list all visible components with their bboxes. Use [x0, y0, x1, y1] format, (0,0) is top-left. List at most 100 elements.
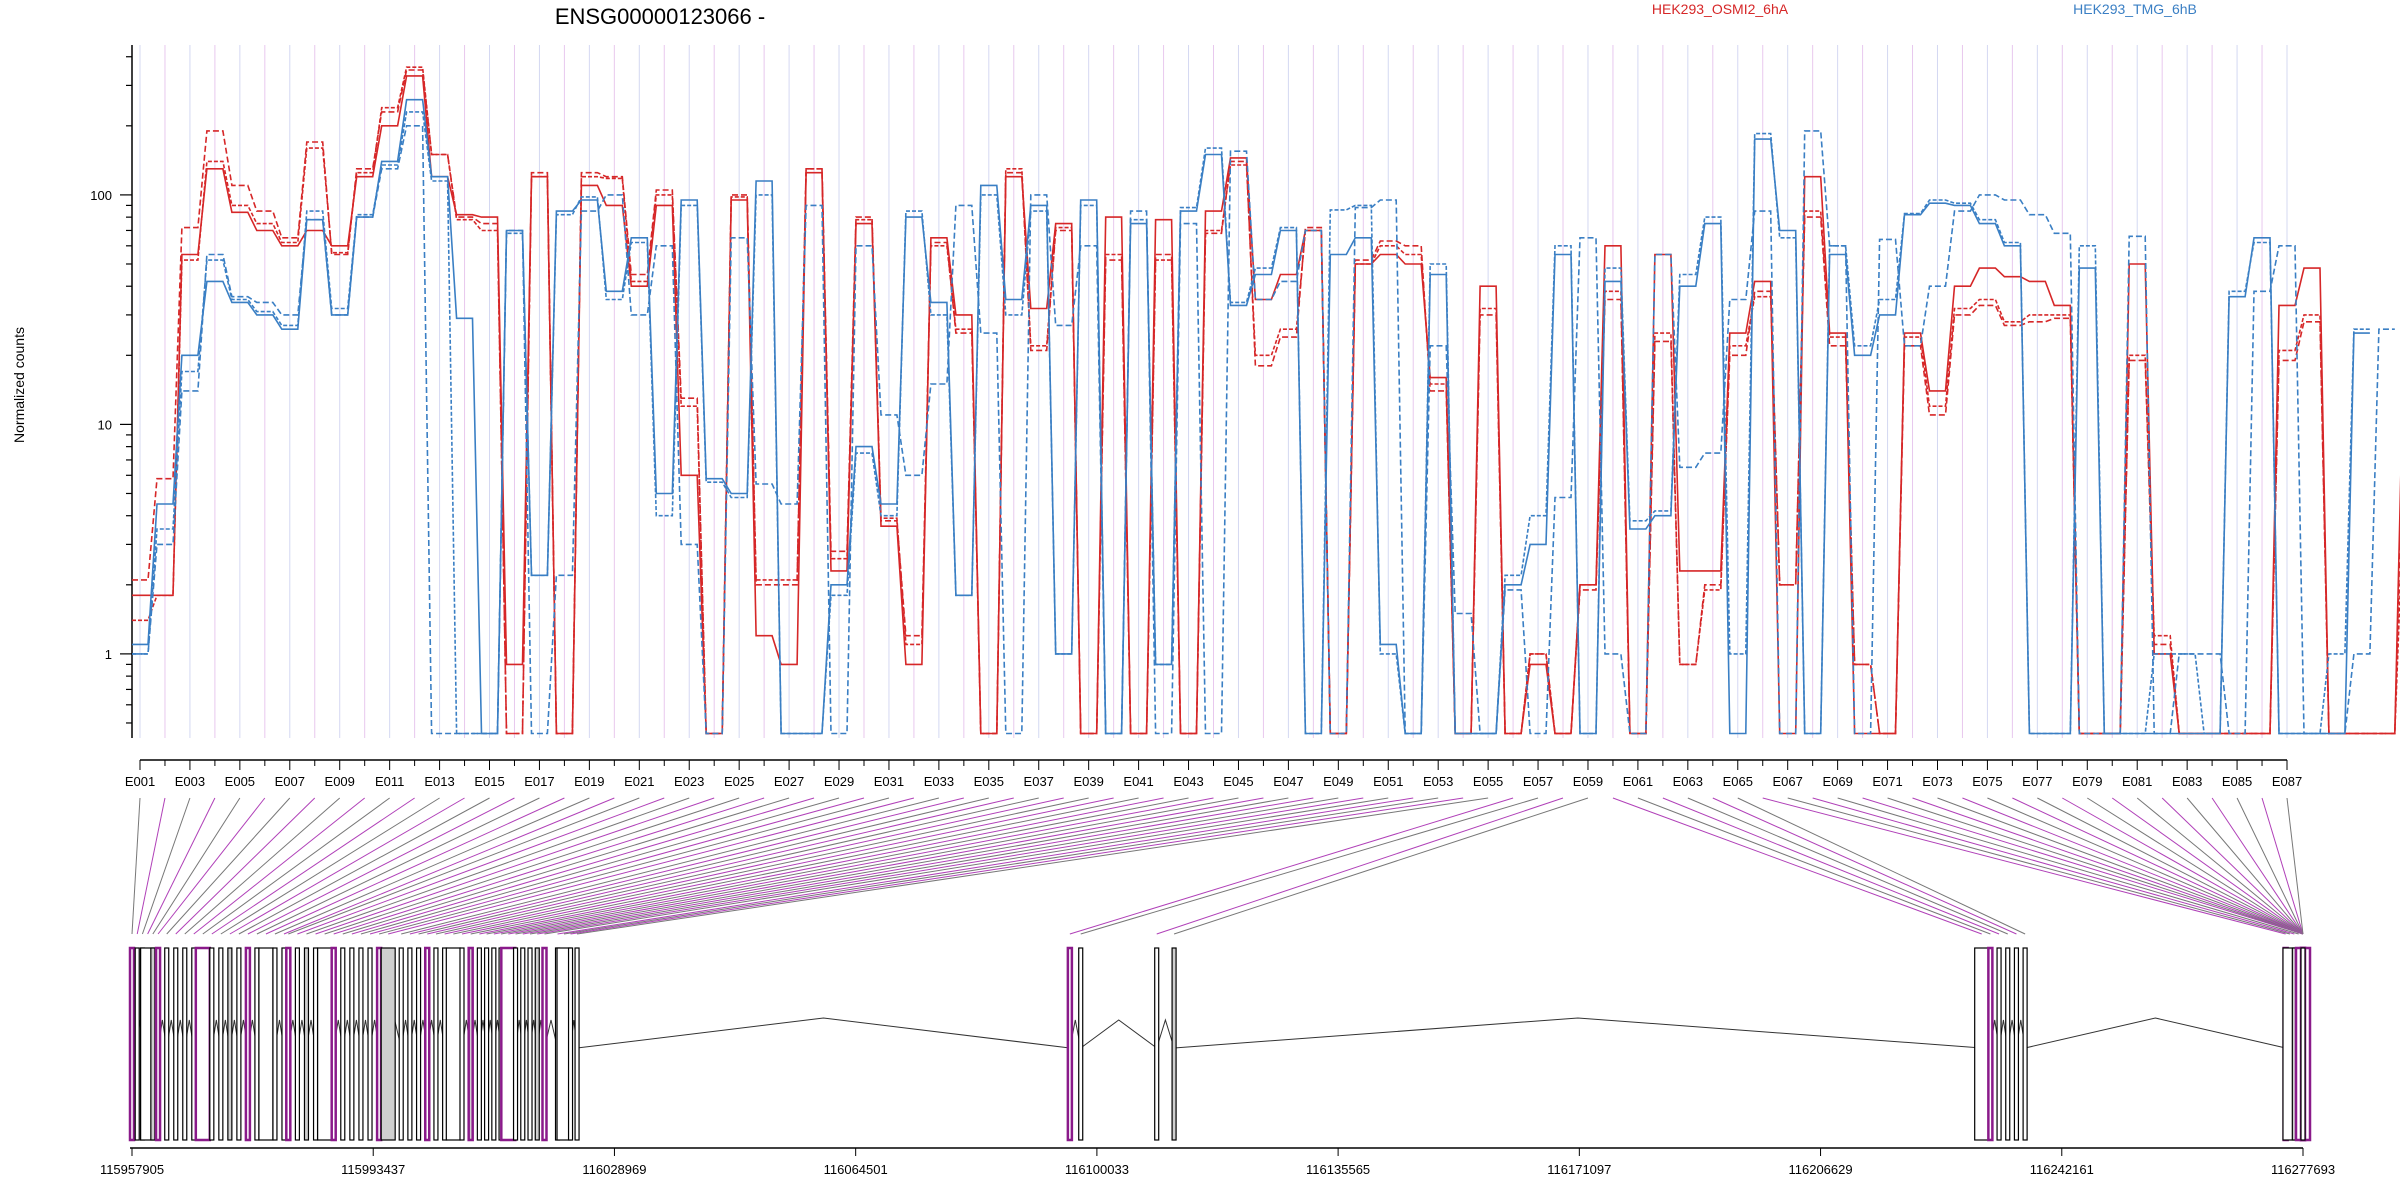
- genomic-tick-label: 116028969: [582, 1162, 646, 1177]
- exon-connector: [136, 797, 166, 935]
- exon-tick-label: E063: [1673, 774, 1703, 789]
- series-line: [132, 66, 2400, 735]
- exon-connector: [369, 797, 865, 935]
- exon-connector: [147, 797, 216, 935]
- exon-box: [218, 947, 224, 1141]
- exon-box: [574, 947, 580, 1141]
- exon-box: [209, 947, 215, 1141]
- exon-box: [398, 947, 404, 1141]
- exon-box: [2300, 947, 2306, 1141]
- exon-box: [134, 947, 140, 1141]
- exon-connector: [306, 797, 690, 935]
- y-tick-label: 10: [98, 417, 112, 432]
- exon-tick-label: E011: [375, 774, 404, 789]
- exon-tick-label: E059: [1573, 774, 1603, 789]
- exon-box: [194, 946, 212, 1142]
- exon-connector: [1637, 797, 1991, 935]
- series-line: [132, 111, 2370, 735]
- series-lines: [132, 66, 2400, 735]
- exon-tick-label: E077: [2022, 774, 2052, 789]
- intron-line: [2024, 1017, 2286, 1049]
- exon-connector: [202, 797, 390, 935]
- exon-connector: [444, 797, 1064, 935]
- exon-box: [424, 946, 431, 1142]
- exon-connector: [401, 797, 940, 935]
- exon-tick-label: E025: [724, 774, 754, 789]
- exon-connector: [193, 797, 365, 935]
- exon-axis-ticks: E001 E003 E005 E007 E009 E011 E013 E015 E017 E019…: [125, 760, 2302, 789]
- exon-connector: [529, 797, 1339, 935]
- exon-box: [254, 947, 260, 1141]
- exon-tick-label: E067: [1773, 774, 1803, 789]
- y-tick-label: 100: [90, 188, 112, 203]
- exon-connector: [500, 797, 1239, 935]
- exon-connector: [1173, 797, 1589, 935]
- exon-tick-label: E039: [1073, 774, 1103, 789]
- exon-connector: [418, 797, 989, 935]
- exon-connector: [537, 797, 1364, 935]
- exon-box: [150, 947, 156, 1141]
- exon-box: [527, 947, 533, 1141]
- exon-connector: [342, 797, 790, 935]
- exon-connector: [1612, 797, 1982, 935]
- exon-box: [1171, 947, 1177, 1141]
- exon-connector: [2136, 797, 2304, 935]
- exon-connector: [515, 797, 1289, 935]
- exon-connector: [152, 797, 241, 935]
- exon-box: [1987, 946, 1994, 1142]
- exon-tick-label: E035: [974, 774, 1004, 789]
- exon-connector: [1662, 797, 2000, 935]
- exon-box: [340, 947, 346, 1141]
- exon-connector: [1080, 797, 1539, 935]
- exon-connector: [409, 797, 964, 935]
- exon-tick-label: E061: [1623, 774, 1653, 789]
- genomic-axis-ticks: 115957905 115993437 116028969 116064501 1161…: [100, 1148, 2335, 1177]
- exon-box: [164, 947, 170, 1141]
- genomic-tick-label: 116242161: [2030, 1162, 2094, 1177]
- exon-box: [476, 947, 482, 1141]
- exon-box: [415, 947, 422, 1141]
- exon-tick-label: E053: [1423, 774, 1453, 789]
- exon-connector: [2211, 797, 2304, 935]
- exon-box: [491, 947, 497, 1141]
- exon-box: [182, 947, 188, 1141]
- exon-connector: [2186, 797, 2304, 935]
- exon-connector: [1156, 797, 1564, 935]
- exon-box: [2013, 947, 2020, 1141]
- exon-tick-label: E033: [924, 774, 954, 789]
- exon-tick-label: E021: [624, 774, 654, 789]
- exon-connector: [288, 797, 640, 935]
- exon-box: [285, 946, 292, 1142]
- genomic-tick-label: 116277693: [2271, 1162, 2335, 1177]
- exon-connector: [220, 797, 440, 935]
- exon-connector: [141, 797, 191, 935]
- exon-connector: [229, 797, 465, 935]
- exon-connector: [576, 797, 1489, 935]
- exon-tick-label: E081: [2122, 774, 2152, 789]
- exon-connector: [544, 797, 1389, 935]
- chart-title: ENSG00000123066 -: [555, 4, 765, 29]
- exon-box: [380, 947, 396, 1141]
- exon-tick-label: E043: [1173, 774, 1203, 789]
- exon-connector: [557, 797, 1414, 935]
- exon-connector: [493, 797, 1214, 935]
- exon-connector: [435, 797, 1039, 935]
- intron-line: [1156, 1018, 1175, 1049]
- exon-connector: [274, 797, 590, 935]
- exon-box: [236, 947, 242, 1141]
- exon-box: [1078, 947, 1084, 1141]
- exon-connector: [461, 797, 1114, 935]
- exon-connector: [256, 797, 540, 935]
- exon-tick-label: E009: [325, 774, 355, 789]
- legend-tmg: HEK293_TMG_6hB: [2073, 1, 2197, 17]
- exon-box: [294, 947, 300, 1141]
- exon-connector: [1962, 797, 2304, 935]
- exon-tick-label: E019: [574, 774, 604, 789]
- exon-box: [407, 947, 413, 1141]
- exon-connector: [479, 797, 1164, 935]
- exon-connector: [157, 797, 266, 935]
- exon-tick-label: E037: [1024, 774, 1054, 789]
- exon-connector: [175, 797, 316, 935]
- exon-connector: [378, 797, 890, 935]
- exon-box: [520, 947, 526, 1141]
